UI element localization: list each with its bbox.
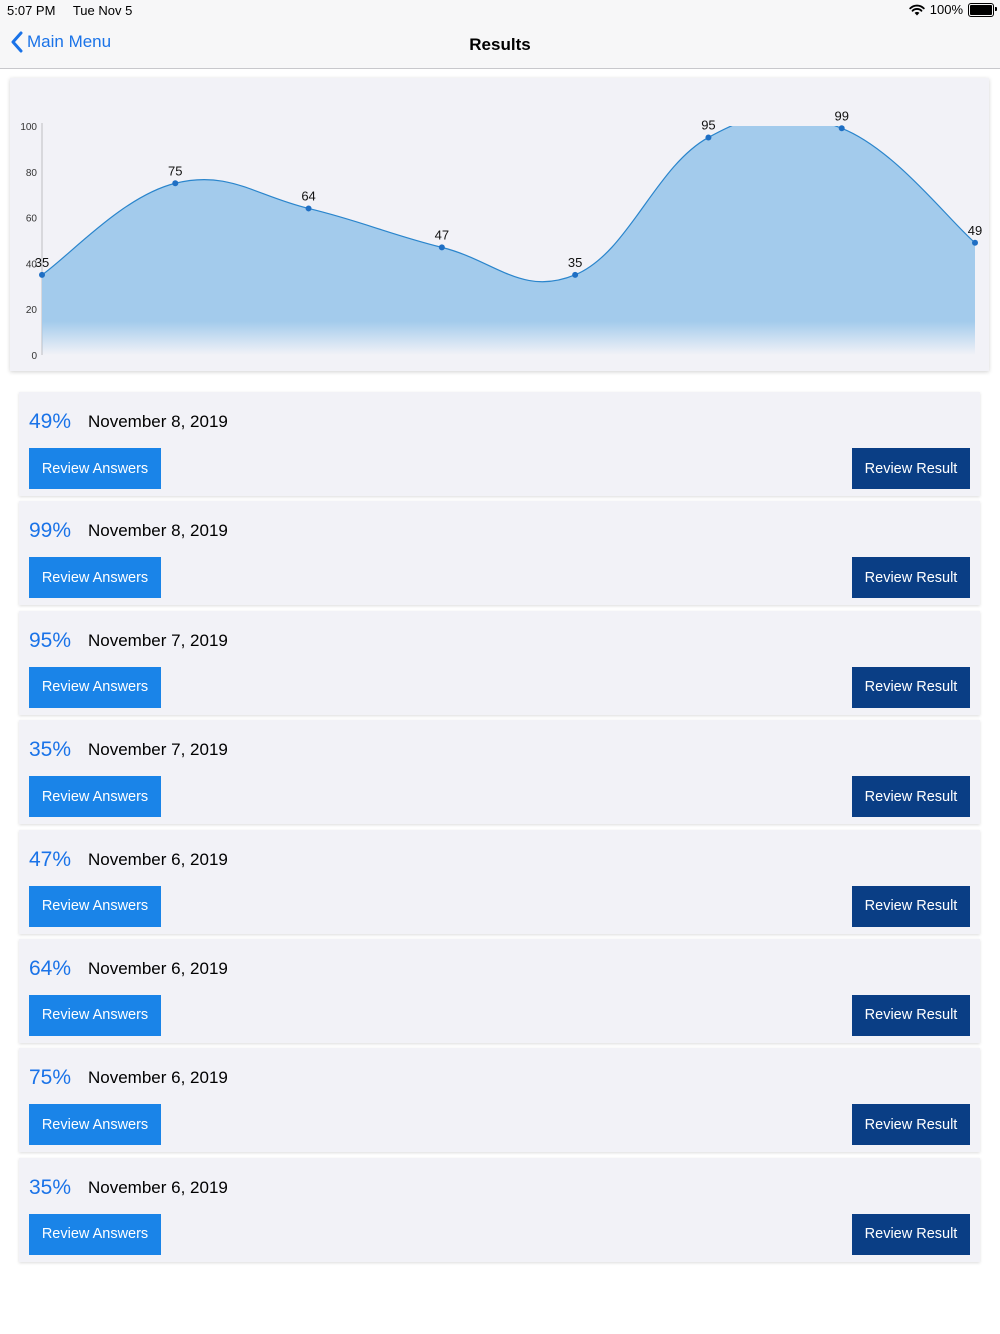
results-list: 49% November 8, 2019 Review Answers Review … xyxy=(19,392,980,1267)
review-answers-button[interactable]: Review Answers xyxy=(29,448,161,489)
y-tick-label: 80 xyxy=(26,168,38,179)
result-score: 95% xyxy=(29,628,72,652)
data-label: 47 xyxy=(435,227,449,242)
result-date: November 8, 2019 xyxy=(88,412,228,431)
status-bar: 5:07 PM Tue Nov 5 100% xyxy=(0,0,1000,22)
data-point xyxy=(972,239,978,246)
review-answers-button[interactable]: Review Answers xyxy=(29,557,161,599)
result-score: 35% xyxy=(29,1175,72,1199)
navigation-bar: Main Menu Results xyxy=(0,22,1000,69)
review-answers-button[interactable]: Review Answers xyxy=(29,666,161,708)
y-tick-label: 20 xyxy=(26,305,38,316)
result-date: November 6, 2019 xyxy=(88,1177,228,1197)
result-score: 99% xyxy=(29,519,72,543)
result-date: November 8, 2019 xyxy=(88,521,228,541)
back-button-label: Main Menu xyxy=(27,32,112,51)
review-answers-button[interactable]: Review Answers xyxy=(29,776,161,818)
status-right: 100% xyxy=(909,2,997,17)
result-score: 64% xyxy=(29,956,72,980)
data-label: 49 xyxy=(968,223,982,238)
result-score: 75% xyxy=(29,1066,72,1090)
battery-icon xyxy=(968,2,997,17)
chevron-left-icon xyxy=(11,31,23,53)
data-label: 64 xyxy=(301,188,315,203)
result-row: 47% November 6, 2019 Review Answers Review … xyxy=(19,829,980,934)
data-point xyxy=(705,134,712,141)
review-result-button[interactable]: Review Result xyxy=(852,885,970,927)
result-row: 35% November 6, 2019 Review Answers Review … xyxy=(19,1157,980,1262)
review-result-button[interactable]: Review Result xyxy=(852,557,970,599)
review-result-button[interactable]: Review Result xyxy=(852,1104,970,1146)
review-result-button[interactable]: Review Result xyxy=(852,994,970,1036)
review-answers-button[interactable]: Review Answers xyxy=(29,1104,161,1146)
review-answers-button[interactable]: Review Answers xyxy=(29,1213,161,1255)
review-result-button[interactable]: Review Result xyxy=(852,666,970,708)
review-answers-button[interactable]: Review Answers xyxy=(29,885,161,927)
data-label: 75 xyxy=(168,163,182,178)
result-date: November 7, 2019 xyxy=(88,630,228,650)
result-date: November 6, 2019 xyxy=(88,1068,228,1088)
status-date: Tue Nov 5 xyxy=(72,3,133,18)
data-point xyxy=(572,271,579,278)
result-row: 99% November 8, 2019 Review Answers Review … xyxy=(19,501,980,606)
battery-percent: 100% xyxy=(929,2,963,17)
review-result-button[interactable]: Review Result xyxy=(852,1213,970,1255)
data-label: 99 xyxy=(834,108,848,123)
result-row: 64% November 6, 2019 Review Answers Review … xyxy=(19,938,980,1043)
wifi-icon xyxy=(909,4,925,15)
result-row: 95% November 7, 2019 Review Answers Review … xyxy=(19,610,980,715)
data-point xyxy=(305,205,312,212)
data-label: 35 xyxy=(568,255,582,270)
result-score: 47% xyxy=(29,847,72,871)
data-label: 35 xyxy=(35,255,49,270)
battery-tip xyxy=(995,6,997,11)
result-row: 35% November 7, 2019 Review Answers Review … xyxy=(19,720,980,825)
result-date: November 7, 2019 xyxy=(88,740,228,760)
series-area xyxy=(42,126,975,355)
result-score: 35% xyxy=(29,738,72,762)
y-tick-label: 100 xyxy=(20,122,37,133)
result-date: November 6, 2019 xyxy=(88,958,228,978)
result-score: 49% xyxy=(29,410,72,433)
result-date: November 6, 2019 xyxy=(88,849,228,869)
result-row: 49% November 8, 2019 Review Answers Review … xyxy=(19,392,980,496)
battery-fill xyxy=(970,4,992,15)
data-label: 95 xyxy=(701,117,715,132)
data-point xyxy=(39,271,45,278)
result-row: 75% November 6, 2019 Review Answers Review … xyxy=(19,1048,980,1153)
series-line xyxy=(41,126,976,283)
chart-card: 0 20 40 60 80 100 35 75 64 47 35 95 99 49 xyxy=(10,78,989,371)
data-point xyxy=(838,125,845,132)
status-time: 5:07 PM xyxy=(7,3,56,18)
page-title: Results xyxy=(469,35,531,54)
data-point xyxy=(172,180,179,187)
status-left: 5:07 PM Tue Nov 5 xyxy=(7,3,146,18)
review-result-button[interactable]: Review Result xyxy=(852,776,970,818)
score-chart: 0 20 40 60 80 100 35 75 64 47 35 95 99 49 xyxy=(20,108,982,362)
review-result-button[interactable]: Review Result xyxy=(852,448,970,489)
data-point xyxy=(438,244,445,251)
review-answers-button[interactable]: Review Answers xyxy=(29,994,161,1036)
y-tick-label: 60 xyxy=(26,214,38,225)
back-button[interactable]: Main Menu xyxy=(10,31,111,53)
y-tick-label: 0 xyxy=(31,351,37,362)
y-tick-label: 40 xyxy=(26,259,38,270)
